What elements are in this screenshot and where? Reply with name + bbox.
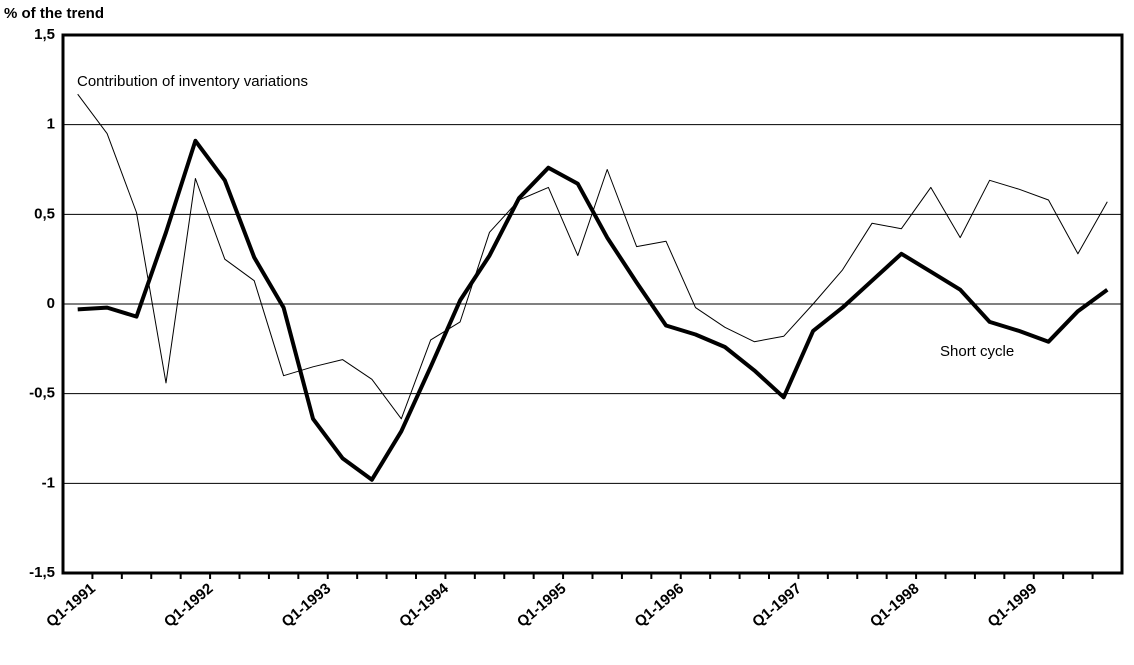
annotation: Contribution of inventory variations [77,73,308,90]
x-tick-label: Q1-1997 [749,580,805,631]
x-tick-label: Q1-1995 [514,580,570,631]
y-tick-label: -1,5 [29,564,55,581]
y-tick-label: 0 [47,295,55,312]
x-tick-label: Q1-1992 [161,580,217,631]
series-line [77,93,1108,420]
plot-border [61,33,1124,575]
x-tick-label: Q1-1994 [396,580,452,631]
x-tick-label: Q1-1998 [867,580,923,631]
y-tick-label: 1 [47,116,55,133]
x-tick-label: Q1-1996 [632,580,688,631]
y-tick-label: 0,5 [34,205,55,222]
y-tick-label: 1,5 [34,26,55,43]
annotation: Short cycle [940,343,1014,360]
x-tick-label: Q1-1999 [985,580,1041,631]
x-tick-label: Q1-1991 [43,580,99,631]
y-tick-label: -0,5 [29,385,55,402]
series-line [77,138,1109,482]
y-axis-label: % of the trend [4,5,104,22]
x-tick-label: Q1-1993 [279,580,335,631]
y-tick-label: -1 [42,474,55,491]
